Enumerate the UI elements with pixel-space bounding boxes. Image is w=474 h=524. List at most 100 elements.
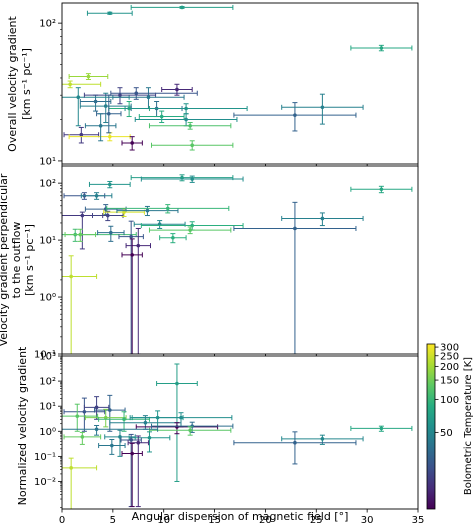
data-marker [79,132,84,137]
data-marker [293,440,297,445]
data-marker [94,193,99,198]
panel2-ylabel-line2: to the outflow [10,222,23,299]
data-point-19 [233,102,357,132]
data-points [62,363,413,509]
data-marker [147,435,152,440]
data-marker [320,216,325,221]
colorbar-tick-label: 150 [440,376,459,387]
data-marker [379,426,384,431]
data-marker [175,87,179,92]
data-points [62,4,413,151]
data-point-2 [63,397,106,432]
data-marker [122,210,126,214]
x-tick-label: 10 [157,515,170,524]
data-marker [293,226,297,231]
data-point-8 [83,87,157,105]
x-tick-label: 25 [310,515,323,524]
data-point-5 [84,408,127,428]
panel3-ylabel: Normalized velocity gradient [16,346,29,505]
data-point-14 [148,226,232,235]
data-marker [108,182,112,187]
data-point-13 [350,425,413,432]
data-point-7 [79,92,132,124]
data-point-15 [233,431,357,465]
data-marker [98,123,103,128]
data-marker [188,123,192,128]
plot-background [62,356,418,509]
data-marker [68,82,72,87]
data-marker [143,420,148,425]
data-marker [129,438,133,442]
data-marker [175,425,179,429]
data-marker [129,234,133,239]
data-marker [146,95,151,100]
data-marker [379,187,384,192]
data-marker [190,424,194,428]
data-marker [69,274,73,279]
colorbar-label: Bolometric Temperature [K] [463,357,474,495]
y-tick-label: 10² [39,19,56,30]
data-point-16 [124,103,248,115]
y-tick-label: 10⁰ [39,293,56,304]
data-point-18 [151,140,234,151]
data-marker [180,5,184,10]
data-marker [76,95,81,100]
data-marker [94,427,99,432]
data-marker [103,415,108,420]
data-point-15 [138,110,185,124]
data-point-2 [140,175,244,183]
data-marker [105,213,110,218]
data-marker [86,74,91,79]
data-marker [190,177,194,181]
data-marker [190,143,194,148]
data-point-20 [118,220,144,354]
panel1-plot-area: 10¹ 10² [39,2,419,168]
data-marker [379,46,384,50]
data-point-16 [233,201,357,354]
y-tick-label: 10¹ [39,402,56,413]
data-point-17 [148,122,232,130]
data-marker [136,440,141,445]
data-points [62,174,413,354]
data-point-25 [84,113,117,142]
data-marker [184,117,188,122]
data-point-18 [104,429,136,457]
data-marker [94,405,99,410]
data-point-2 [350,44,413,52]
plot-background [62,166,418,354]
y-tick-label: 10² [39,179,56,190]
data-point-18 [64,228,97,242]
x-tick-label: 15 [208,515,221,524]
data-marker [103,104,108,108]
colorbar-tick-label: 300 [440,343,459,354]
panel1-ylabel-line2: [km s⁻¹ pc⁻¹] [20,48,33,120]
data-point-21 [63,126,100,144]
data-marker [130,141,134,145]
y-tick-label: 10¹ [39,236,56,247]
y-tick-label: 10⁻² [34,477,56,488]
colorbar-tick-label: 100 [440,395,459,406]
colorbar-tick-label: 50 [440,428,453,439]
data-marker [320,105,325,110]
y-tick-label: 10⁰ [39,427,56,438]
panel-overall-gradient: Overall velocity gradient [km s⁻¹ pc⁻¹] … [6,2,419,168]
panel2-plot-area: 10⁻¹ 10⁰ 10¹ 10² [34,165,419,361]
panel-perpendicular-gradient: Velocity gradient perpendicular to the o… [0,165,419,361]
data-marker [159,114,164,119]
data-marker [110,443,114,448]
y-tick-label: 10³ [39,352,56,363]
data-point-23 [159,233,187,244]
colorbar-tick-label: 250 [440,351,459,362]
data-marker [190,223,194,228]
data-marker [109,230,113,235]
data-point-16 [62,425,159,436]
panel2-ylabel-line3: [km s⁻¹ pc⁻¹] [23,224,36,296]
data-marker [80,435,85,439]
data-point-3 [68,73,109,80]
data-marker [145,208,150,213]
data-marker [293,113,297,117]
data-marker [75,414,80,418]
x-tick-label: 0 [59,515,65,524]
data-point-19 [128,431,171,453]
